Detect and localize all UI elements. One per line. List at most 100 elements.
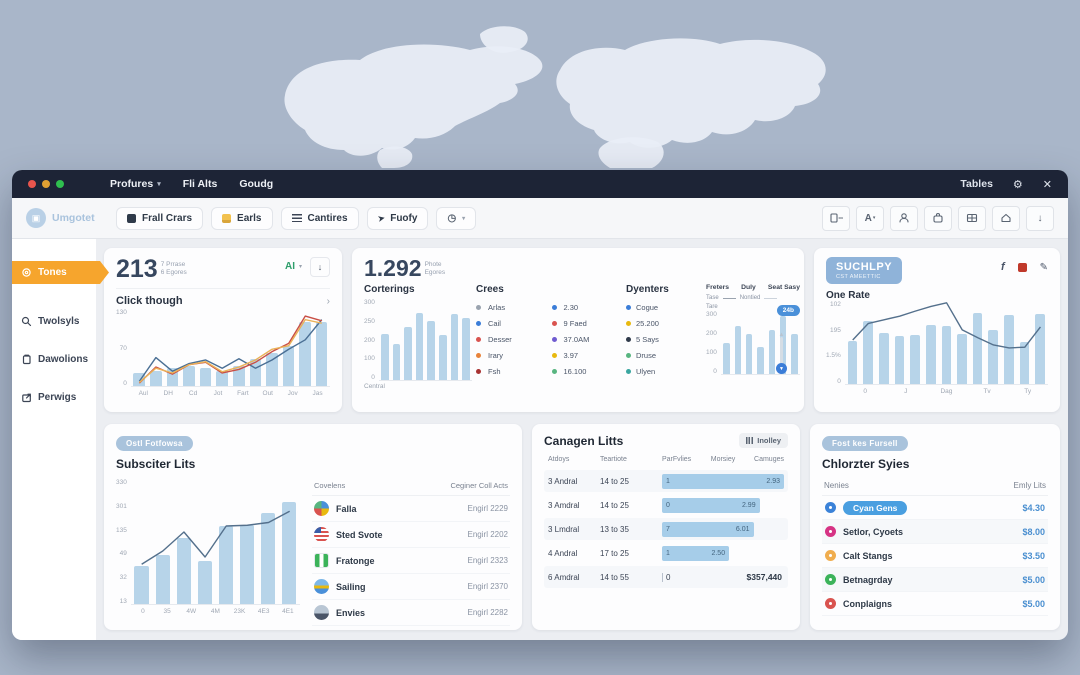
line-series (845, 301, 1048, 384)
andoys-cell: 3 Amdral (548, 500, 580, 510)
table-row[interactable]: Cyan Gens $4.30 (822, 496, 1048, 520)
chevron-right-icon[interactable]: › (326, 295, 330, 307)
user-button[interactable] (890, 205, 918, 231)
close-traffic-icon[interactable] (28, 180, 36, 188)
progress-bar: 0 2.99 (662, 497, 760, 513)
section-title: Click though (116, 295, 183, 307)
row-name-pill[interactable]: Cyan Gens (843, 500, 908, 515)
plot-area (130, 479, 300, 605)
table-row[interactable]: Falla Engirl 2229 (312, 496, 510, 522)
download-button[interactable]: ↓ (310, 257, 330, 277)
metric-label: 7 Prrase 6 Egores (160, 261, 187, 277)
column-title: Crees (476, 284, 504, 295)
clock-dropdown[interactable]: ◷ ▾ (436, 206, 477, 230)
table-row[interactable]: 3 Amdral 14 to 25 0 2.99 (544, 494, 788, 516)
table-row[interactable]: 4 Andral 17 to 25 1 2.50 (544, 542, 788, 564)
table-row[interactable]: 3 Lmdral 13 to 35 7 6.01 (544, 518, 788, 540)
x-tick-label: 4E3 (257, 608, 270, 615)
table-row[interactable]: Setlor, Cyoets $8.00 (822, 520, 1048, 544)
frall-crars-button[interactable]: Frall Crars (116, 206, 204, 230)
earls-button[interactable]: Earls (211, 206, 273, 230)
font-style-button[interactable]: A ▾ (856, 205, 884, 231)
bar (249, 358, 262, 386)
subscriber-lists-card: Ostl Fotfowsa Subsciter Lits 330 301 135 49… (104, 424, 522, 630)
sidebar-item-tones[interactable]: Tones (12, 261, 109, 284)
sidebar-item-perwigs[interactable]: Perwigs (12, 386, 96, 409)
edit-pencil-icon[interactable]: ✎ (1039, 261, 1048, 273)
gear-icon[interactable]: ⚙ (1012, 178, 1023, 191)
cantires-button[interactable]: Cantires (280, 206, 359, 230)
inolley-button[interactable]: Inolley (739, 433, 788, 448)
chart-slider[interactable]: ▲ ▼ (776, 332, 787, 374)
legend-dot-icon (551, 369, 557, 374)
x-tick-label: Dag (940, 387, 953, 395)
table-row[interactable]: 3 Andral 14 to 25 1 2.93 (544, 470, 788, 492)
category-dot-icon (825, 550, 836, 561)
ai-dropdown[interactable]: AI ▾ (285, 261, 302, 272)
traffic-lights (28, 180, 64, 188)
bar (1035, 313, 1045, 384)
section-header: Click though › (116, 295, 330, 307)
close-icon[interactable]: ✕ (1042, 178, 1052, 191)
tables-link[interactable]: Tables (960, 178, 993, 190)
tab-freters[interactable]: Freters (706, 284, 730, 291)
sidebar-item-twolsyls[interactable]: Twolsyls (12, 310, 96, 333)
y-tick-label: 130 (116, 309, 127, 316)
earth-icon (314, 605, 329, 620)
dyenters-column: Dyenters Cogue 25.200 5 Says Druse Ulyen (626, 284, 702, 390)
progress-bar: 1 2.93 (662, 473, 784, 489)
table-row[interactable]: Betnagrday $5.00 (822, 568, 1048, 592)
axis-footer-label: Central (364, 383, 385, 390)
menu-item-profures[interactable]: Profures ▾ (110, 178, 161, 190)
flag-tool-icon[interactable]: f (1000, 261, 1005, 273)
progress-cell: 1 2.50 (662, 545, 784, 561)
fuofy-button[interactable]: ➤ Fuofy (366, 206, 429, 230)
tab-seat-sasy[interactable]: Seat Sasy (767, 284, 800, 291)
card-title: Canagen Litts (544, 433, 624, 448)
user-icon (899, 213, 909, 223)
table-row[interactable]: Sted Svote Engirl 2202 (312, 522, 510, 548)
category-dot-icon (825, 526, 836, 537)
andoys-cell: 3 Andral (548, 476, 578, 486)
table-row[interactable]: Envies Engirl 2282 (312, 600, 510, 626)
bar (1004, 314, 1014, 384)
minimize-traffic-icon[interactable] (42, 180, 50, 188)
search-icon (21, 316, 32, 327)
x-tick-label: 4E1 (282, 608, 294, 615)
tab-duly[interactable]: Duly (741, 284, 756, 291)
menu-item-goudg[interactable]: Goudg (239, 178, 274, 190)
legend-dot-icon (476, 321, 481, 326)
export-doc-button[interactable] (822, 205, 850, 231)
row-name: Conplaigns (843, 598, 892, 609)
table-row[interactable]: 6 Amdral 14 to 55 0 $357,440 (544, 566, 788, 588)
metric-value: 1.292 (364, 255, 422, 281)
line-series (131, 479, 300, 604)
bag-button[interactable] (924, 205, 952, 231)
app-logo[interactable]: ▣ Umgotet (26, 208, 108, 228)
bar (894, 336, 905, 384)
table-row[interactable]: Fratonge Engirl 2323 (312, 548, 510, 574)
paper-plane-icon: ➤ (376, 212, 386, 224)
y-tick-label: 300 (706, 311, 717, 318)
window-titlebar: Profures ▾ Fli Alts Goudg Tables ⚙ ✕ (12, 170, 1068, 198)
legend-dot-icon (626, 353, 631, 358)
slider-knob-icon[interactable]: ▼ (776, 363, 787, 374)
home-button[interactable] (992, 205, 1020, 231)
row-value: Engirl 2282 (467, 608, 508, 617)
table-row[interactable]: Conplaigns $5.00 (822, 592, 1048, 616)
stop-icon[interactable] (1017, 262, 1027, 272)
gear-icon (21, 267, 32, 278)
zoom-traffic-icon[interactable] (56, 180, 64, 188)
menu-item-fli-alts[interactable]: Fli Alts (182, 178, 218, 190)
progress-cell: 0 2.99 (662, 497, 784, 513)
table-row[interactable]: Calt Stangs $3.50 (822, 544, 1048, 568)
legend-value: 2.30 (563, 303, 579, 312)
download-button[interactable]: ↓ (1026, 205, 1054, 231)
export-icon (22, 393, 31, 403)
panel-button[interactable] (958, 205, 986, 231)
sidebar-item-dawolions[interactable]: Dawolions (12, 348, 96, 371)
table-row[interactable]: Sailing Engirl 2370 (312, 574, 510, 600)
us-flag-icon (314, 527, 329, 542)
legend-dot-icon (626, 369, 631, 374)
suchlpy-badge: SUCHLPY CST AMEETTIC (826, 257, 903, 284)
